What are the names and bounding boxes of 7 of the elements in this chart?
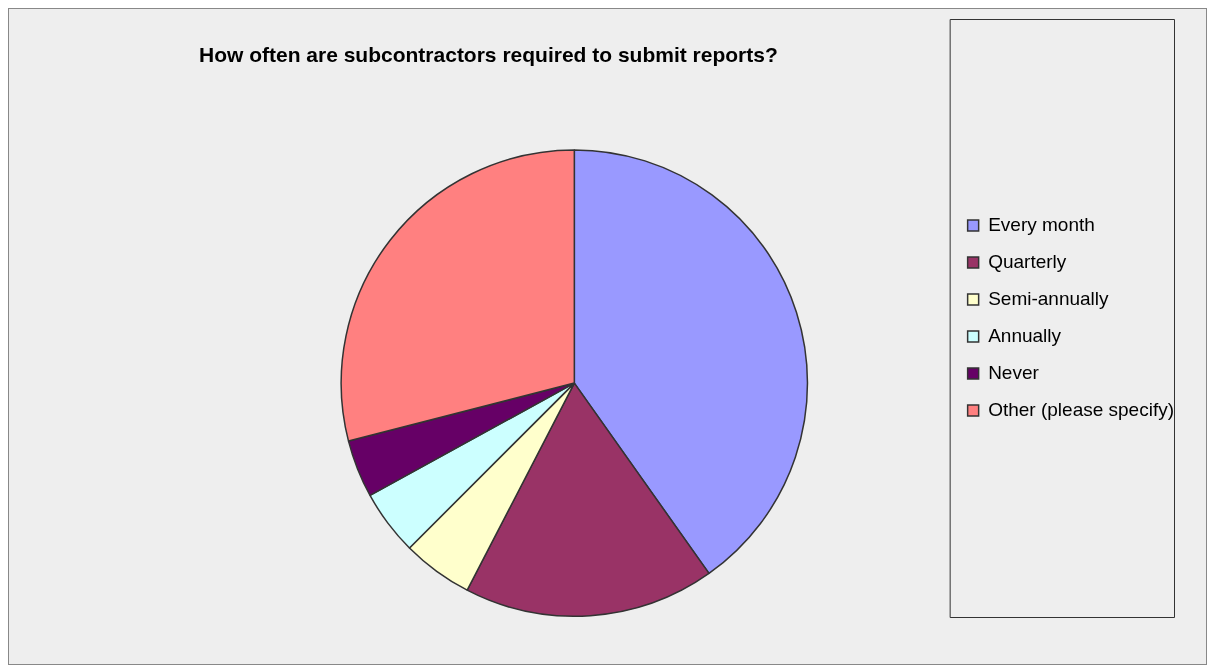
- legend-label: Annually: [988, 324, 1062, 346]
- legend-label: Never: [988, 361, 1040, 383]
- legend-label: Semi-annually: [988, 287, 1110, 309]
- text: How often are subcontractors required to submit reports?: [199, 43, 778, 67]
- legend-label: Other (please specify): [988, 398, 1175, 420]
- legend-label: Quarterly: [988, 250, 1067, 272]
- legend-label: Every month: [988, 213, 1095, 235]
